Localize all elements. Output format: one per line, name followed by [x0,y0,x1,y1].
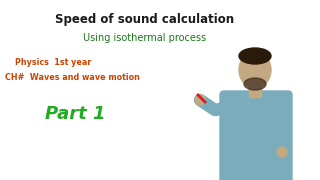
Text: Speed of sound calculation: Speed of sound calculation [55,13,235,26]
Text: Physics  1st year: Physics 1st year [15,58,92,67]
Ellipse shape [244,78,266,90]
Text: Part 1: Part 1 [45,105,105,123]
FancyBboxPatch shape [249,85,261,97]
FancyBboxPatch shape [220,91,292,180]
Circle shape [277,147,287,157]
Text: CH#  Waves and wave motion: CH# Waves and wave motion [5,73,140,82]
Circle shape [195,95,205,105]
Ellipse shape [239,52,271,88]
Text: Using isothermal process: Using isothermal process [84,33,207,43]
Ellipse shape [239,48,271,64]
